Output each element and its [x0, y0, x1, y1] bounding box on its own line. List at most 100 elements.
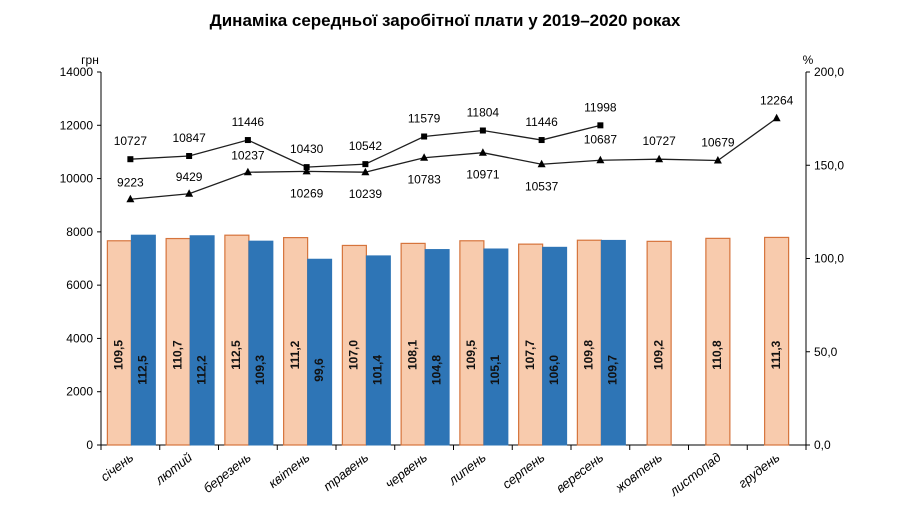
left-tick-label: 0: [86, 438, 93, 452]
x-category-label: травень: [320, 449, 371, 493]
bar-2020-value-label: 109,7: [606, 355, 620, 385]
bar-2019: [283, 237, 309, 446]
line-2020-marker: [421, 133, 428, 140]
line-2019-marker: [537, 159, 546, 168]
line-2019-value-label: 10269: [290, 186, 324, 200]
left-tick-label: 12000: [60, 118, 94, 132]
bar-2019-value-label: 109,2: [651, 340, 665, 370]
line-2020-marker: [186, 153, 193, 160]
bar-2019-value-label: 112,5: [229, 340, 243, 370]
line-2019-marker: [596, 155, 605, 164]
bar-2019-value-label: 108,1: [405, 340, 419, 370]
left-axis-unit: грн: [81, 53, 99, 67]
left-tick-label: 14000: [60, 65, 94, 79]
line-2019-marker: [478, 148, 487, 156]
bar-2020-value-label: 101,4: [371, 355, 385, 385]
line-2019-marker: [772, 113, 781, 122]
bars-layer: [106, 234, 790, 446]
x-category-label: липень: [445, 449, 489, 488]
x-category-label: лютий: [152, 450, 195, 489]
x-category-label: квітень: [266, 449, 313, 490]
line-2020-marker: [597, 122, 604, 129]
line-2019-value-label: 10537: [525, 179, 559, 193]
line-2020-value-label: 11446: [525, 115, 558, 129]
left-tick-label: 6000: [66, 278, 93, 292]
line-2019-marker: [655, 154, 664, 163]
bar-2019: [224, 234, 250, 446]
bar-2020: [130, 234, 156, 446]
bar-2020-value-label: 106,0: [547, 355, 561, 385]
right-tick-label: 0,0: [814, 438, 831, 452]
line-2019-value-label: 10687: [584, 132, 618, 146]
bar-2020: [248, 240, 274, 446]
bar-2019-value-label: 111,3: [769, 340, 783, 369]
line-2020-value-label: 10430: [290, 142, 324, 156]
bar-2019-value-label: 109,5: [464, 340, 478, 370]
bar-2019-value-label: 109,8: [582, 340, 596, 370]
bar-2020: [307, 258, 333, 446]
line-2019-marker: [361, 167, 370, 176]
bar-2020: [365, 255, 391, 446]
bar-2019-value-label: 109,5: [112, 340, 126, 370]
line-2020-value-label: 10542: [349, 139, 383, 153]
line-2019-value-label: 10971: [466, 168, 500, 182]
right-tick-label: 200,0: [814, 65, 844, 79]
bar-2020-value-label: 104,8: [429, 355, 443, 385]
bar-2020-value-label: 109,3: [253, 355, 267, 385]
line-2019-value-label: 9223: [117, 175, 144, 189]
x-category-label: березень: [200, 449, 253, 495]
line-2019-value-label: 12264: [760, 93, 794, 107]
bar-2020-value-label: 99,6: [312, 358, 326, 382]
line-2020-marker: [127, 156, 134, 163]
x-category-label: грудень: [735, 449, 782, 491]
line-2020-marker: [538, 137, 545, 144]
bar-2020: [189, 235, 215, 446]
left-tick-label: 2000: [66, 385, 93, 399]
line-2019-marker: [420, 153, 429, 161]
bar-2019-value-label: 107,0: [347, 340, 361, 370]
line-2019-marker: [126, 194, 135, 203]
bar-2020: [600, 239, 626, 446]
left-tick-label: 8000: [66, 225, 93, 239]
left-tick-label: 4000: [66, 331, 93, 345]
bar-2019-value-label: 110,8: [710, 340, 724, 370]
bar-2019: [400, 242, 426, 446]
bar-2020-value-label: 105,1: [488, 355, 502, 385]
labels-layer: 109,5 112,5 110,7 112,2 112,5 109,3 111,2 99,6 1…: [112, 93, 794, 385]
bar-2020: [483, 248, 509, 446]
line-2019-value-label: 9429: [176, 170, 203, 184]
line-2019-value-label: 10783: [407, 173, 441, 187]
bar-2019-value-label: 107,7: [523, 340, 537, 370]
right-tick-label: 150,0: [814, 158, 844, 172]
line-2019-value-label: 10679: [701, 135, 735, 149]
x-category-label: жовтень: [612, 449, 665, 495]
line-2020-value-label: 10847: [172, 131, 206, 145]
bar-2019: [576, 239, 602, 446]
bar-2020-value-label: 112,5: [136, 355, 150, 385]
line-2019-line: [130, 117, 778, 200]
line-2019-marker: [713, 155, 722, 164]
right-tick-label: 50,0: [814, 345, 838, 359]
bar-2019: [341, 244, 367, 446]
line-2020-value-label: 11446: [232, 115, 265, 129]
line-2019-value-label: 10239: [349, 187, 383, 201]
line-2020-marker: [244, 137, 251, 144]
bar-2020: [424, 249, 450, 446]
line-2020-value-label: 11804: [467, 106, 500, 120]
right-tick-label: 100,0: [814, 252, 844, 266]
bar-2019: [518, 243, 544, 446]
line-2020-value-label: 11998: [584, 100, 617, 114]
line-2020-marker: [479, 127, 486, 134]
bar-2019-value-label: 111,2: [288, 340, 302, 369]
line-2019-marker: [243, 167, 252, 176]
bar-2020-value-label: 112,2: [194, 355, 208, 385]
x-category-label: листопад: [666, 450, 724, 500]
bar-2019: [705, 237, 731, 446]
x-category-label: січень: [98, 449, 137, 484]
line-2019-value-label: 10237: [231, 148, 265, 162]
line-2019-marker: [185, 189, 194, 197]
bar-2019: [764, 236, 790, 446]
bar-2020: [542, 246, 568, 446]
lines-layer: [126, 113, 781, 203]
